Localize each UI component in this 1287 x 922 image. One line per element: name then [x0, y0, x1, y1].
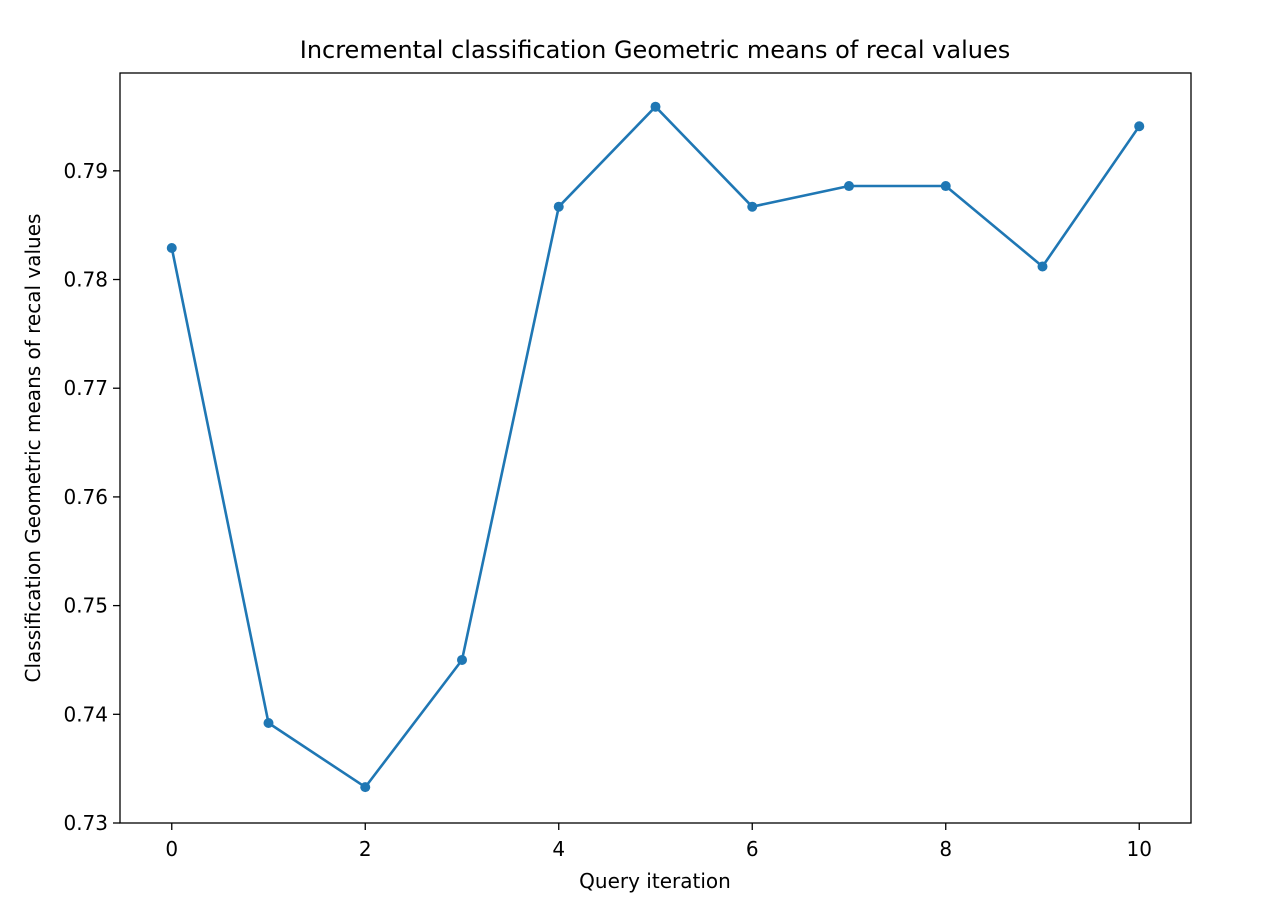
data-point: [166, 243, 177, 253]
y-tick-label: 0.73: [63, 811, 108, 835]
data-point: [553, 201, 564, 212]
y-tick-label: 0.78: [63, 268, 108, 292]
data-point: [747, 201, 758, 212]
y-tick-label: 0.76: [63, 485, 108, 509]
x-tick-label: 0: [165, 837, 178, 861]
series-markers: [166, 101, 1145, 793]
x-axis-ticks: 0 2 4 6 8 10: [165, 823, 1152, 861]
data-point: [263, 718, 274, 728]
x-tick-label: 6: [746, 837, 759, 861]
plot-area: [120, 73, 1191, 823]
chart-title: Incremental classification Geometric mea…: [300, 36, 1011, 64]
x-tick-label: 10: [1127, 837, 1152, 861]
x-axis-label: Query iteration: [579, 869, 731, 893]
x-tick-label: 4: [552, 837, 565, 861]
y-axis-ticks: 0.73 0.74 0.75 0.76 0.77 0.78 0.79: [63, 159, 120, 835]
data-point: [360, 782, 371, 793]
y-tick-label: 0.74: [63, 702, 108, 726]
x-tick-label: 2: [359, 837, 372, 861]
plot-frame: [119, 72, 1192, 824]
data-point: [843, 181, 854, 192]
data-point: [940, 181, 951, 192]
data-point: [1134, 121, 1145, 132]
data-point: [650, 101, 661, 112]
y-tick-label: 0.75: [63, 594, 108, 618]
data-point: [457, 654, 468, 665]
y-tick-label: 0.79: [63, 159, 108, 183]
y-axis-label: Classification Geometric means of recal …: [21, 214, 45, 683]
data-point: [1037, 261, 1048, 272]
x-tick-label: 8: [939, 837, 952, 861]
y-tick-label: 0.77: [63, 376, 108, 400]
